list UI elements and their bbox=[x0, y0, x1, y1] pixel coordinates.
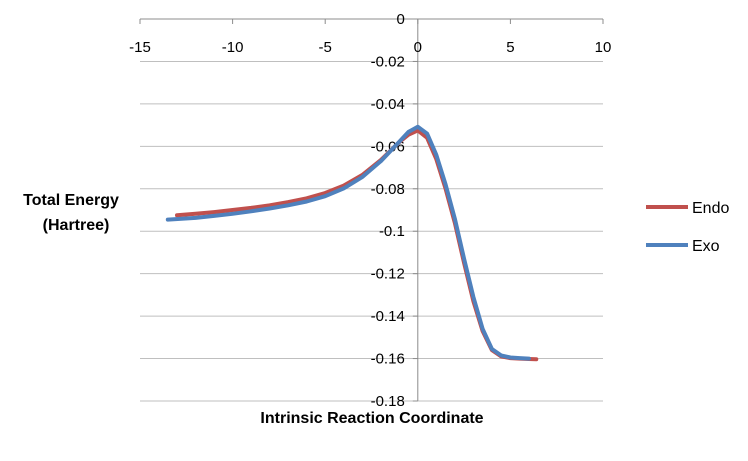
x-tick-label-1: -10 bbox=[222, 39, 244, 56]
y-axis-title-line-2: (Hartree) bbox=[43, 217, 110, 234]
x-tick-label-2: -5 bbox=[319, 39, 332, 56]
gridlines bbox=[140, 60, 603, 402]
x-axis-title: Intrinsic Reaction Coordinate bbox=[260, 410, 483, 427]
y-tick-label-5: -0.1 bbox=[379, 223, 405, 240]
x-tick-label-5: 10 bbox=[595, 39, 612, 56]
y-tick-label-4: -0.08 bbox=[371, 181, 405, 198]
legend-label-endo: Endo bbox=[692, 200, 729, 217]
y-tick-label-2: -0.04 bbox=[371, 96, 405, 113]
legend-label-exo: Exo bbox=[692, 238, 720, 255]
y-tick-label-0: 0 bbox=[396, 11, 404, 28]
series-lines bbox=[165, 124, 539, 362]
tick-labels: -15 -10 -5 0 5 100-0.02-0.04-0.06-0.08-0.1-0.… bbox=[129, 11, 611, 410]
y-tick-label-8: -0.16 bbox=[371, 351, 405, 368]
x-tick-label-4: 5 bbox=[506, 39, 514, 56]
legend: Endo Exo bbox=[646, 200, 729, 255]
y-tick-label-7: -0.14 bbox=[371, 308, 405, 325]
y-tick-label-9: -0.18 bbox=[371, 393, 405, 410]
series-line-exo bbox=[165, 124, 531, 361]
y-axis-title-line-1: Total Energy bbox=[23, 192, 119, 209]
x-tick-label-0: -15 bbox=[129, 39, 151, 56]
x-tick-label-3: 0 bbox=[414, 39, 422, 56]
axes bbox=[139, 18, 604, 402]
axis-titles: Intrinsic Reaction Coordinate Total Ener… bbox=[23, 192, 484, 427]
y-tick-label-1: -0.02 bbox=[371, 53, 405, 70]
y-tick-label-6: -0.12 bbox=[371, 266, 405, 283]
